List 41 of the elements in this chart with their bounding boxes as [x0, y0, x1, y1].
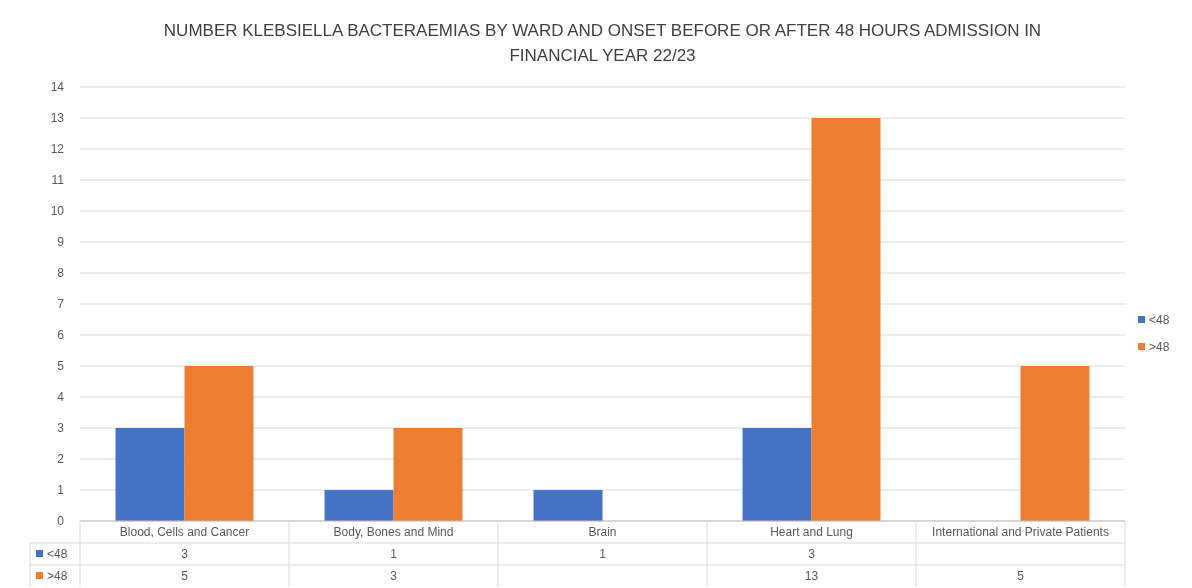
- y-tick-label: 12: [50, 142, 65, 157]
- y-tick-label: 6: [57, 328, 65, 343]
- y-tick-label: 0: [57, 514, 65, 529]
- bar: [742, 428, 812, 521]
- bar: [324, 490, 394, 521]
- y-tick-label: 13: [50, 111, 65, 126]
- chart-title: NUMBER KLEBSIELLA BACTERAEMIAS BY WARD AND ONSET BEFORE OR AFTER 48 HOURS ADMISSION IN FINANCIAL YEAR 22/23: [163, 21, 1042, 65]
- y-tick-label: 4: [57, 390, 65, 405]
- bar: [533, 490, 603, 521]
- y-tick-label: 9: [57, 235, 65, 250]
- y-tick-label: 3: [57, 421, 65, 436]
- y-tick-label: 14: [50, 80, 65, 95]
- x-tick-label: International and Private Patients: [932, 525, 1109, 540]
- text: <48: [1149, 313, 1170, 328]
- legend-label: <48: [47, 547, 68, 562]
- data-label: 5: [1017, 569, 1025, 584]
- data-label: 13: [804, 569, 819, 584]
- bar: [811, 118, 881, 521]
- y-tick-label: 8: [57, 266, 65, 281]
- text: >48: [47, 569, 68, 584]
- y-tick-label: 1: [57, 483, 65, 498]
- y-tick-label: 5: [57, 359, 65, 374]
- bar: [184, 366, 254, 521]
- data-label: 3: [808, 547, 816, 562]
- legend-label: >48: [1149, 340, 1170, 355]
- x-tick-label: Blood, Cells and Cancer: [119, 525, 250, 540]
- y-tick-label: 10: [50, 204, 65, 219]
- x-tick-label: Body, Bones and Mind: [333, 525, 454, 540]
- y-tick-label: 11: [51, 173, 65, 188]
- y-tick-label: 7: [57, 297, 65, 312]
- x-tick-label: Heart and Lung: [770, 525, 853, 540]
- data-label: 3: [390, 569, 398, 584]
- data-label: 1: [390, 547, 398, 562]
- data-label: 1: [599, 547, 607, 562]
- bar: [1020, 366, 1090, 521]
- bar: [115, 428, 185, 521]
- data-label: 3: [181, 547, 189, 562]
- x-tick-label: Brain: [588, 525, 617, 540]
- bar: [393, 428, 463, 521]
- y-tick-label: 2: [57, 452, 65, 467]
- data-label: 5: [181, 569, 189, 584]
